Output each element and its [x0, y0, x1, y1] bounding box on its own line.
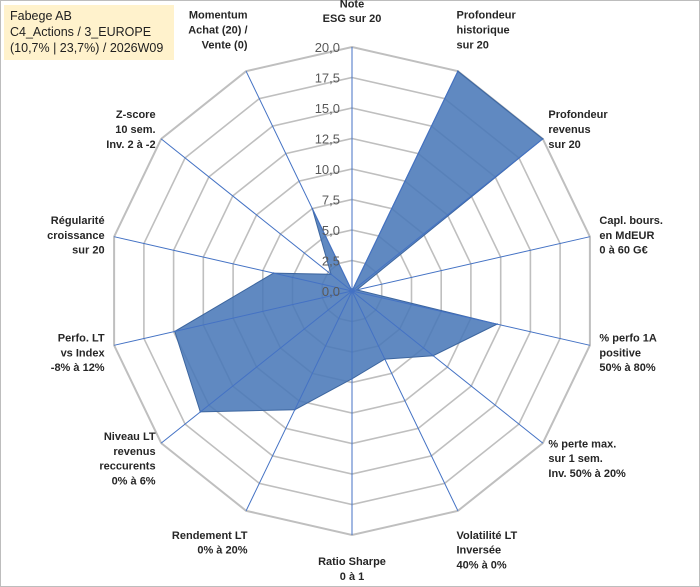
axis-label-5-line-0: % perte max. — [548, 438, 616, 450]
tick-label-6: 15,0 — [315, 101, 340, 116]
axis-label-8-line-1: 0% à 20% — [197, 545, 247, 557]
tick-label-8: 20,0 — [315, 40, 340, 55]
axis-label-10-line-1: vs Index — [61, 347, 106, 359]
axis-label-4-line-0: % perfo 1A — [599, 333, 657, 345]
spoke-8 — [245, 290, 353, 512]
tick-layer: 0,0 2,5 5,0 7,5 10,0 12,5 15,0 17,5 20,0 — [315, 40, 340, 299]
spoke-2 — [351, 138, 544, 292]
axis-label-9-line-0: Niveau LT — [104, 431, 156, 443]
tick-label-4: 10,0 — [315, 162, 340, 177]
axis-label-6-line-2: 40% à 0% — [457, 560, 507, 572]
axis-label-13-line-1: Achat (20) / — [188, 25, 247, 37]
spoke-6 — [351, 290, 459, 512]
spoke-4 — [351, 290, 591, 346]
axis-label-11-line-1: croissance — [47, 230, 104, 242]
axis-label-10-line-0: Perfo. LT — [58, 333, 105, 345]
spoke-10 — [113, 290, 353, 346]
axis-label-13-line-0: Momentum — [189, 10, 248, 22]
axis-label-3-line-0: Capl. bours. — [599, 215, 663, 227]
tick-label-2: 5,0 — [322, 223, 340, 238]
axis-label-9-line-3: 0% à 6% — [112, 475, 156, 487]
axis-label-8-line-0: Rendement LT — [172, 530, 248, 542]
spoke-13 — [245, 70, 353, 292]
axis-label-5-line-1: sur 1 sem. — [548, 453, 602, 465]
tick-label-1: 2,5 — [322, 254, 340, 269]
axis-label-4-line-2: 50% à 80% — [599, 362, 655, 374]
tick-label-5: 12,5 — [315, 132, 340, 147]
axis-label-12-line-0: Z-score — [116, 109, 156, 121]
axis-label-1-line-1: historique — [457, 25, 510, 37]
axis-label-11-line-2: sur 20 — [72, 245, 104, 257]
tick-label-0: 0,0 — [322, 284, 340, 299]
chart-title-line-2: C4_Actions / 3_EUROPE — [10, 25, 152, 39]
spoke-5 — [351, 290, 544, 444]
axis-label-9-line-1: revenus — [113, 446, 155, 458]
axis-label-13-line-2: Vente (0) — [202, 39, 248, 51]
chart-title-line-3: (10,7% | 23,7%) / 2026W09 — [10, 41, 164, 55]
axis-label-7-line-0: Ratio Sharpe — [318, 556, 386, 568]
axis-label-0-line-0: Note — [340, 0, 364, 10]
spoke-11 — [113, 236, 353, 292]
axis-label-9-line-2: reccurents — [99, 461, 155, 473]
axis-label-6-line-1: Inversée — [457, 545, 502, 557]
axis-label-3-line-2: 0 à 60 G€ — [599, 245, 647, 257]
axis-label-3-line-1: en MdEUR — [599, 230, 654, 242]
axis-label-1-line-0: Profondeur — [457, 10, 517, 22]
spoke-9 — [160, 290, 353, 444]
axis-label-2-line-2: sur 20 — [548, 139, 580, 151]
axis-label-2-line-1: revenus — [548, 124, 590, 136]
spoke-1 — [351, 70, 459, 292]
axis-label-6-line-0: Volatilité LT — [457, 530, 518, 542]
axis-label-12-line-1: 10 sem. — [115, 124, 155, 136]
axis-label-11-line-0: Régularité — [51, 215, 105, 227]
spoke-3 — [351, 236, 591, 292]
axis-label-10-line-2: -8% à 12% — [51, 362, 105, 374]
axis-label-1-line-2: sur 20 — [457, 39, 489, 51]
label-layer: Note ESG sur 20 Profondeur historique sur 20… — [47, 0, 663, 583]
axis-label-12-line-2: Inv. 2 à -2 — [106, 139, 155, 151]
axis-label-4-line-1: positive — [599, 347, 641, 359]
axis-label-7-line-1: 0 à 1 — [340, 571, 364, 583]
tick-label-7: 17,5 — [315, 71, 340, 86]
spoke-layer — [113, 47, 591, 535]
axis-label-2-line-0: Profondeur — [548, 109, 608, 121]
chart-title-line-1: Fabege AB — [10, 9, 72, 23]
chart-title-box: Fabege AB C4_Actions / 3_EUROPE (10,7% |… — [4, 5, 174, 60]
axis-label-0-line-1: ESG sur 20 — [323, 13, 382, 25]
spoke-12 — [160, 138, 353, 292]
axis-label-5-line-2: Inv. 50% à 20% — [548, 468, 626, 480]
tick-label-3: 7,5 — [322, 193, 340, 208]
